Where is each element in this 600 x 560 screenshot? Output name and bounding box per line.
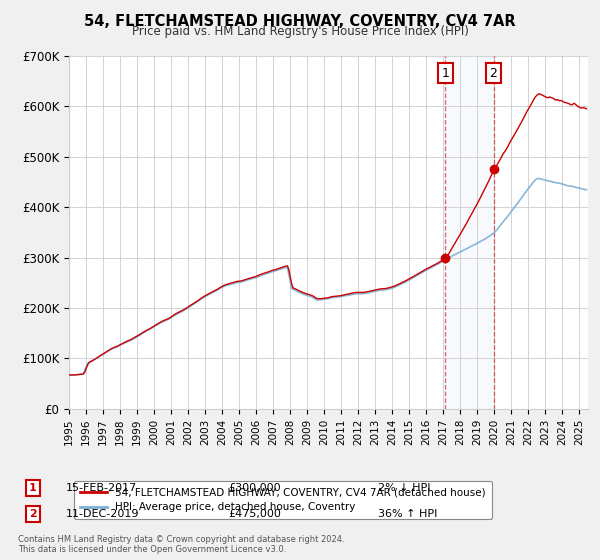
Text: £300,000: £300,000 [228,483,281,493]
Text: 2: 2 [29,509,37,519]
Text: 1: 1 [29,483,37,493]
Bar [445,56,494,409]
Text: Contains HM Land Registry data © Crown copyright and database right 2024.
This d: Contains HM Land Registry data © Crown c… [18,535,344,554]
Legend: 54, FLETCHAMSTEAD HIGHWAY, COVENTRY, CV4 7AR (detached house), HPI: Average pric: 54, FLETCHAMSTEAD HIGHWAY, COVENTRY, CV4… [74,481,492,519]
Text: Price paid vs. HM Land Registry's House Price Index (HPI): Price paid vs. HM Land Registry's House … [131,25,469,38]
Text: 2: 2 [490,67,497,80]
Text: 36% ↑ HPI: 36% ↑ HPI [378,509,437,519]
Text: 2% ↓ HPI: 2% ↓ HPI [378,483,431,493]
Text: 1: 1 [442,67,449,80]
Text: 15-FEB-2017: 15-FEB-2017 [66,483,137,493]
Text: 54, FLETCHAMSTEAD HIGHWAY, COVENTRY, CV4 7AR: 54, FLETCHAMSTEAD HIGHWAY, COVENTRY, CV4… [84,14,516,29]
Text: 11-DEC-2019: 11-DEC-2019 [66,509,139,519]
Text: £475,000: £475,000 [228,509,281,519]
